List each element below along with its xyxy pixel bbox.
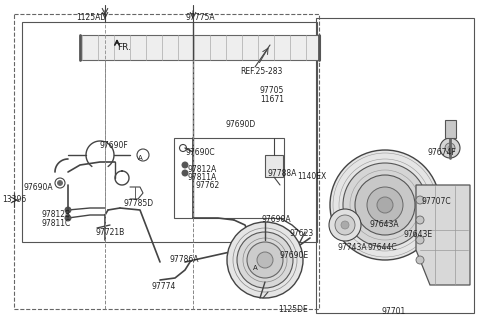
Text: 97774: 97774 (152, 282, 176, 291)
Circle shape (65, 207, 71, 213)
Text: 1125DE: 1125DE (278, 305, 308, 314)
Circle shape (341, 221, 349, 229)
Circle shape (257, 252, 273, 268)
Text: 97690A: 97690A (262, 215, 292, 224)
Circle shape (247, 242, 283, 278)
Circle shape (58, 181, 62, 185)
Circle shape (330, 150, 440, 260)
Circle shape (416, 196, 424, 204)
Text: 97743A: 97743A (337, 243, 367, 252)
Text: 97707C: 97707C (421, 197, 451, 206)
Circle shape (252, 259, 264, 271)
Circle shape (367, 187, 403, 223)
Text: FR.: FR. (117, 43, 131, 52)
Text: REF.25-283: REF.25-283 (240, 67, 282, 76)
Text: 97623: 97623 (290, 229, 314, 238)
Text: 97690D: 97690D (225, 120, 255, 129)
Text: A: A (138, 155, 143, 161)
Text: 97701: 97701 (382, 307, 406, 316)
Bar (265, 155, 283, 177)
Text: 1140EX: 1140EX (297, 172, 326, 181)
Text: 97762: 97762 (196, 181, 220, 190)
Bar (174, 138, 284, 218)
Bar (14, 14, 319, 309)
Text: 97785D: 97785D (123, 199, 153, 208)
Circle shape (335, 215, 355, 235)
Text: 97775A: 97775A (186, 13, 216, 22)
Text: 97788A: 97788A (268, 169, 298, 178)
Text: 97644C: 97644C (367, 243, 396, 252)
Text: 97690A: 97690A (24, 183, 54, 192)
Text: 97643A: 97643A (370, 220, 400, 229)
Circle shape (424, 192, 440, 208)
Bar (445, 120, 456, 138)
Circle shape (329, 209, 361, 241)
Text: 1125AD: 1125AD (76, 13, 106, 22)
Text: 97705: 97705 (260, 86, 284, 95)
Text: 97643E: 97643E (403, 230, 432, 239)
Text: 97812B: 97812B (41, 210, 70, 219)
Polygon shape (80, 35, 320, 60)
Circle shape (445, 143, 455, 153)
Text: 97812A: 97812A (188, 165, 217, 174)
Circle shape (182, 162, 188, 168)
Circle shape (355, 175, 415, 235)
Text: 97690C: 97690C (185, 148, 215, 157)
Circle shape (416, 256, 424, 264)
Text: 97721B: 97721B (95, 228, 124, 237)
Circle shape (416, 236, 424, 244)
Bar (22, 22, 317, 242)
Text: 11671: 11671 (260, 95, 284, 104)
Text: 97811C: 97811C (41, 219, 70, 228)
Polygon shape (416, 185, 470, 285)
Circle shape (137, 149, 149, 161)
Circle shape (343, 163, 427, 247)
Circle shape (448, 146, 452, 150)
Bar (316, 18, 474, 313)
Circle shape (237, 232, 293, 288)
Text: A: A (252, 265, 257, 271)
Circle shape (182, 170, 188, 176)
Text: 97811A: 97811A (188, 173, 217, 182)
Circle shape (423, 218, 427, 222)
Text: 97674F: 97674F (428, 148, 457, 157)
Circle shape (440, 138, 460, 158)
Text: 97690F: 97690F (100, 141, 129, 150)
Circle shape (227, 222, 303, 298)
Text: 97690E: 97690E (280, 251, 309, 260)
Text: 13396: 13396 (2, 196, 26, 204)
Text: 97786A: 97786A (170, 255, 200, 264)
Circle shape (428, 196, 436, 204)
Circle shape (377, 197, 393, 213)
Circle shape (416, 216, 424, 224)
Circle shape (65, 215, 71, 221)
